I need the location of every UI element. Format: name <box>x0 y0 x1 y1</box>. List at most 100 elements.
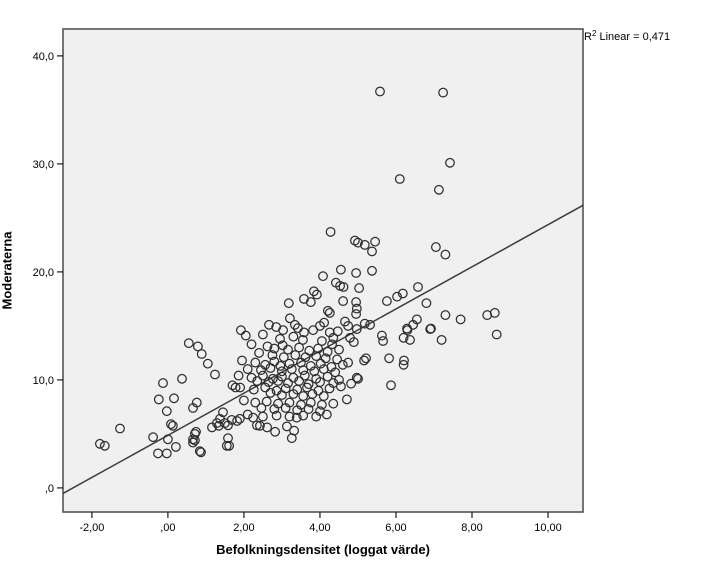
data-point <box>398 332 409 343</box>
data-point <box>308 325 319 336</box>
data-point <box>351 372 362 383</box>
data-point <box>240 330 251 341</box>
data-point <box>430 242 441 253</box>
data-point <box>257 329 268 340</box>
data-point <box>316 336 327 346</box>
data-point <box>316 399 327 410</box>
data-point <box>290 350 301 361</box>
data-point <box>359 318 370 329</box>
data-point <box>303 404 314 415</box>
data-point <box>153 394 164 405</box>
data-point <box>351 297 362 308</box>
data-point <box>234 413 245 424</box>
data-point <box>384 353 395 364</box>
data-point <box>302 382 312 393</box>
data-point <box>158 378 168 389</box>
data-point <box>370 236 381 247</box>
data-point <box>246 372 257 383</box>
data-point <box>324 327 335 338</box>
data-point <box>94 438 105 449</box>
data-point <box>299 370 310 381</box>
data-point <box>399 355 409 366</box>
data-point <box>270 426 281 437</box>
data-point <box>248 384 259 395</box>
data-point <box>318 271 328 282</box>
data-point <box>252 376 263 386</box>
data-point <box>224 440 235 451</box>
data-point <box>398 359 409 370</box>
r2-prefix: R <box>584 31 592 43</box>
x-tick-label: 4,00 <box>309 522 330 534</box>
data-point <box>313 343 324 354</box>
data-point <box>320 353 331 364</box>
data-point <box>338 296 349 307</box>
data-point <box>378 336 389 346</box>
data-point <box>361 353 371 364</box>
data-point <box>213 420 224 431</box>
data-point <box>394 174 405 184</box>
data-point <box>335 381 346 392</box>
data-point <box>436 334 447 345</box>
data-point <box>322 305 333 316</box>
data-point <box>237 355 247 366</box>
data-point <box>311 351 322 362</box>
data-point <box>161 448 172 459</box>
data-point <box>334 374 344 385</box>
data-point <box>223 433 233 444</box>
y-tick-label: 10,0 <box>33 375 54 387</box>
data-point <box>318 364 329 375</box>
data-point <box>440 310 451 321</box>
data-point <box>269 343 280 354</box>
data-point <box>167 420 178 431</box>
data-point <box>353 373 363 384</box>
data-point <box>177 373 187 384</box>
data-point <box>170 441 181 452</box>
data-point <box>338 282 349 292</box>
data-point <box>322 371 333 382</box>
data-point <box>289 319 300 330</box>
data-point <box>299 293 309 304</box>
data-point <box>445 157 455 168</box>
data-point <box>183 338 194 349</box>
data-point <box>242 409 253 420</box>
data-point <box>264 319 274 330</box>
data-point <box>298 410 309 421</box>
data-point <box>260 382 271 393</box>
data-point <box>455 314 466 325</box>
data-point <box>269 404 280 415</box>
data-point <box>421 298 432 309</box>
data-point <box>309 366 320 377</box>
data-point <box>413 282 423 292</box>
data-point <box>322 346 333 357</box>
data-point <box>341 394 352 405</box>
data-point <box>330 367 341 378</box>
data-point <box>327 339 338 350</box>
data-point <box>250 397 261 408</box>
data-point <box>235 325 246 336</box>
data-point <box>491 329 502 340</box>
data-point <box>299 327 309 338</box>
data-point <box>281 421 292 432</box>
data-point <box>148 432 159 443</box>
data-point <box>288 331 299 342</box>
data-point <box>351 309 362 319</box>
data-point <box>311 289 322 300</box>
y-tick-label: 20,0 <box>33 267 54 279</box>
x-tick-label: -2,00 <box>79 522 104 534</box>
data-point <box>191 397 202 408</box>
data-point <box>405 334 415 345</box>
data-point <box>261 396 272 407</box>
data-point <box>254 347 265 358</box>
data-point <box>161 406 172 417</box>
data-point <box>267 350 278 361</box>
data-point <box>381 296 392 307</box>
data-point <box>257 370 268 381</box>
data-point <box>315 358 326 369</box>
data-point <box>233 370 244 381</box>
data-point <box>337 359 348 370</box>
data-point <box>273 376 284 386</box>
r2-annotation: R2 Linear = 0,471 <box>584 29 670 43</box>
data-point <box>250 357 261 368</box>
